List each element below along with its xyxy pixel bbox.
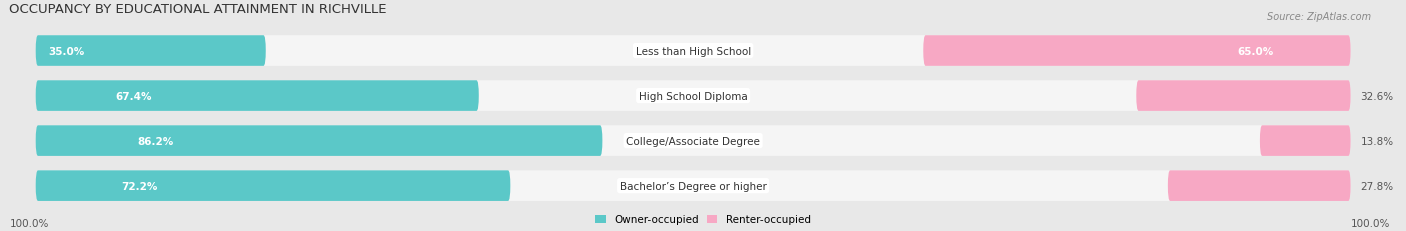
Text: OCCUPANCY BY EDUCATIONAL ATTAINMENT IN RICHVILLE: OCCUPANCY BY EDUCATIONAL ATTAINMENT IN R…: [10, 3, 387, 15]
Text: 35.0%: 35.0%: [49, 46, 84, 56]
FancyBboxPatch shape: [35, 81, 479, 111]
Text: 65.0%: 65.0%: [1237, 46, 1274, 56]
FancyBboxPatch shape: [1168, 170, 1351, 201]
FancyBboxPatch shape: [1260, 126, 1351, 156]
Legend: Owner-occupied, Renter-occupied: Owner-occupied, Renter-occupied: [595, 214, 811, 224]
Text: 13.8%: 13.8%: [1361, 136, 1393, 146]
Text: 27.8%: 27.8%: [1361, 181, 1393, 191]
FancyBboxPatch shape: [1136, 81, 1351, 111]
Text: High School Diploma: High School Diploma: [638, 91, 748, 101]
Text: College/Associate Degree: College/Associate Degree: [626, 136, 761, 146]
FancyBboxPatch shape: [35, 126, 602, 156]
Text: 100.0%: 100.0%: [10, 218, 49, 228]
Text: 100.0%: 100.0%: [1351, 218, 1391, 228]
FancyBboxPatch shape: [35, 170, 510, 201]
FancyBboxPatch shape: [35, 170, 1351, 201]
FancyBboxPatch shape: [924, 36, 1351, 67]
FancyBboxPatch shape: [35, 36, 1351, 67]
Text: Bachelor’s Degree or higher: Bachelor’s Degree or higher: [620, 181, 766, 191]
Text: 86.2%: 86.2%: [138, 136, 174, 146]
Text: 67.4%: 67.4%: [115, 91, 152, 101]
Text: 32.6%: 32.6%: [1361, 91, 1393, 101]
FancyBboxPatch shape: [35, 36, 266, 67]
Text: Source: ZipAtlas.com: Source: ZipAtlas.com: [1267, 12, 1371, 21]
FancyBboxPatch shape: [35, 126, 1351, 156]
Text: Less than High School: Less than High School: [636, 46, 751, 56]
FancyBboxPatch shape: [35, 81, 1351, 111]
Text: 72.2%: 72.2%: [121, 181, 157, 191]
